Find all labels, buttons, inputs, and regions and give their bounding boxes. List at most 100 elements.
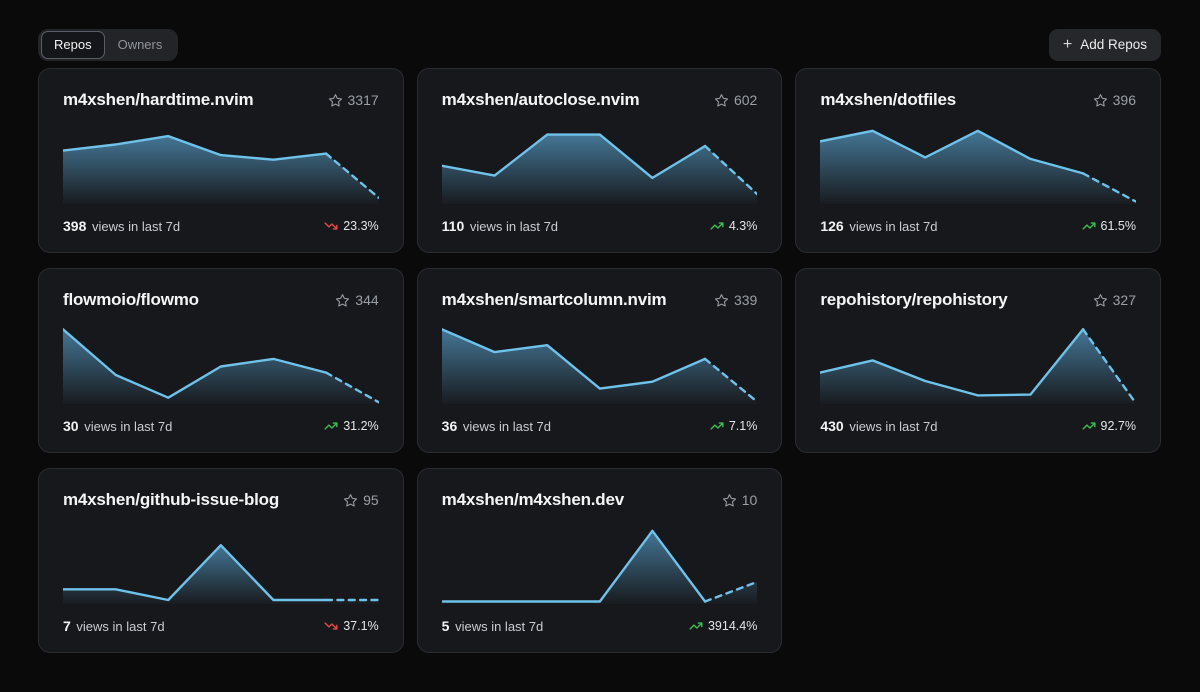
views-label: views in last 7d [849, 419, 938, 434]
star-count: 602 [714, 92, 757, 108]
add-repos-label: Add Repos [1080, 37, 1147, 52]
views-sparkline-chart [441, 328, 758, 404]
views-sparkline-chart [441, 133, 758, 204]
view-toggle: Repos Owners [38, 28, 179, 61]
star-icon [722, 493, 736, 507]
views-label: views in last 7d [849, 219, 938, 234]
views-label: views in last 7d [462, 419, 552, 434]
card-footer: 5 views in last 7d 3914.4% [442, 618, 758, 634]
star-count-value: 10 [741, 492, 758, 508]
repo-card[interactable]: m4xshen/autoclose.nvim 602 110 views in … [416, 68, 783, 253]
trend-percent: 7.1% [728, 419, 758, 433]
views-sparkline-chart [820, 129, 1136, 204]
views-count: 30 [63, 418, 79, 434]
trend-percent: 23.3% [343, 219, 379, 233]
views-label: views in last 7d [91, 219, 181, 234]
card-header: m4xshen/smartcolumn.nvim 339 [442, 290, 758, 310]
card-header: m4xshen/m4xshen.dev 10 [442, 490, 758, 510]
repo-card[interactable]: m4xshen/smartcolumn.nvim 339 36 views in… [416, 268, 783, 453]
views-summary: 30 views in last 7d [63, 418, 172, 434]
trend-percent: 92.7% [1100, 419, 1136, 433]
star-icon [336, 293, 350, 307]
repo-card[interactable]: repohistory/repohistory 327 430 views in… [795, 268, 1161, 453]
star-count: 344 [335, 292, 379, 308]
star-count-value: 95 [363, 492, 379, 508]
star-count-value: 327 [1112, 292, 1136, 308]
views-sparkline-chart [63, 328, 379, 404]
trending-up-icon [710, 422, 724, 430]
trend: 61.5% [1081, 219, 1136, 233]
card-footer: 110 views in last 7d 4.3% [442, 218, 758, 234]
repo-card-grid: m4xshen/hardtime.nvim 3317 398 views in … [38, 68, 1161, 653]
trend: 7.1% [710, 419, 758, 433]
views-count: 7 [63, 618, 71, 634]
star-count: 10 [722, 492, 758, 508]
repo-card[interactable]: m4xshen/hardtime.nvim 3317 398 views in … [38, 68, 404, 253]
views-count: 398 [63, 218, 87, 234]
views-count: 430 [820, 418, 844, 434]
views-summary: 110 views in last 7d [442, 218, 558, 234]
trending-up-icon [1081, 422, 1096, 430]
repo-name: repohistory/repohistory [820, 290, 1008, 309]
views-count: 126 [820, 218, 844, 234]
tab-owners[interactable]: Owners [105, 31, 176, 59]
views-count: 110 [441, 218, 465, 234]
trend-percent: 31.2% [343, 419, 379, 433]
tab-repos[interactable]: Repos [41, 30, 105, 59]
repo-name: m4xshen/m4xshen.dev [441, 490, 625, 509]
trending-down-icon [324, 222, 338, 230]
views-summary: 36 views in last 7d [442, 418, 551, 434]
card-footer: 7 views in last 7d 37.1% [63, 618, 379, 634]
add-repos-button[interactable]: + Add Repos [1048, 28, 1161, 61]
views-label: views in last 7d [76, 619, 165, 634]
trend-percent: 3914.4% [707, 619, 758, 633]
star-icon [1093, 293, 1107, 307]
star-count: 339 [714, 292, 757, 308]
trend: 37.1% [324, 619, 379, 633]
star-count-value: 344 [355, 292, 379, 308]
trending-up-icon [710, 222, 724, 230]
card-header: flowmoio/flowmo 344 [63, 290, 379, 310]
card-header: m4xshen/autoclose.nvim 602 [442, 90, 758, 110]
card-header: repohistory/repohistory 327 [820, 290, 1136, 310]
repo-name: m4xshen/github-issue-blog [63, 490, 280, 509]
top-bar: Repos Owners + Add Repos [0, 0, 1200, 68]
views-sparkline-chart [820, 328, 1136, 405]
trending-up-icon [1081, 222, 1096, 230]
repo-name: m4xshen/hardtime.nvim [63, 90, 254, 109]
star-icon [714, 93, 728, 107]
views-label: views in last 7d [469, 219, 559, 234]
views-count: 5 [441, 618, 450, 634]
star-count: 327 [1093, 292, 1136, 308]
card-footer: 398 views in last 7d 23.3% [63, 218, 379, 234]
trend: 92.7% [1081, 419, 1136, 433]
trend: 4.3% [710, 219, 757, 233]
star-count-value: 396 [1112, 92, 1136, 108]
card-footer: 30 views in last 7d 31.2% [63, 418, 379, 434]
star-icon [714, 293, 728, 307]
trend-percent: 61.5% [1100, 219, 1136, 233]
repo-card[interactable]: flowmoio/flowmo 344 30 views in last 7d [38, 268, 404, 453]
views-count: 36 [441, 418, 458, 434]
repo-card[interactable]: m4xshen/github-issue-blog 95 7 views in … [38, 468, 404, 653]
plus-icon: + [1062, 35, 1073, 53]
trending-up-icon [324, 422, 338, 430]
views-summary: 126 views in last 7d [820, 218, 937, 234]
trend: 23.3% [324, 219, 379, 233]
views-sparkline-chart [63, 544, 379, 604]
repo-name: m4xshen/smartcolumn.nvim [441, 290, 667, 309]
repo-card[interactable]: m4xshen/m4xshen.dev 10 5 views in last 7… [416, 468, 783, 653]
star-count-value: 3317 [347, 92, 379, 108]
star-count: 95 [343, 492, 379, 508]
star-count: 3317 [328, 92, 379, 108]
views-summary: 398 views in last 7d [63, 218, 180, 234]
card-footer: 126 views in last 7d 61.5% [820, 218, 1136, 234]
views-summary: 430 views in last 7d [820, 418, 937, 434]
repo-card[interactable]: m4xshen/dotfiles 396 126 views in last 7… [795, 68, 1161, 253]
star-icon [1093, 93, 1107, 107]
card-header: m4xshen/hardtime.nvim 3317 [63, 90, 379, 110]
views-label: views in last 7d [84, 419, 173, 434]
views-summary: 5 views in last 7d [442, 618, 544, 634]
views-sparkline-chart [441, 529, 758, 604]
trending-down-icon [324, 622, 338, 630]
